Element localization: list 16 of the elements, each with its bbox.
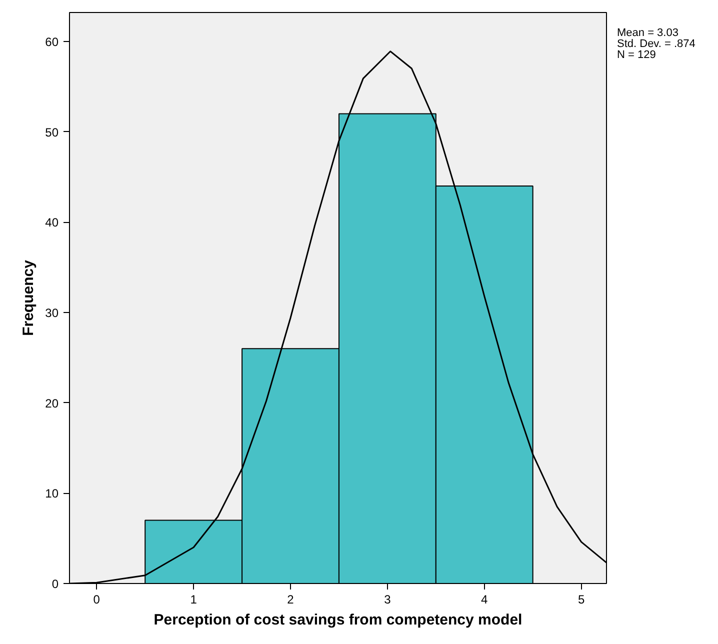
x-tick-label: 2 [287,592,294,606]
x-tick-label: 5 [578,592,585,606]
y-tick-label: 40 [45,216,59,230]
x-tick-label: 4 [481,592,488,606]
y-axis-title: Frequency [20,259,38,336]
text: Mean = 3.03 Std. Dev. = .874 N = 129 [617,27,696,61]
y-tick-label: 0 [52,577,59,591]
x-tick-label: 0 [93,592,100,606]
y-tick-label: 10 [45,486,59,501]
y-tick-label: 50 [45,125,59,140]
x-tick-label: 1 [190,592,198,606]
x-axis-title: Perception of cost savings from competency model [154,612,522,628]
x-tick-label: 3 [384,592,392,606]
y-tick-label: 30 [45,306,59,320]
y-tick-label: 60 [45,34,59,49]
y-tick-label: 20 [45,396,59,410]
